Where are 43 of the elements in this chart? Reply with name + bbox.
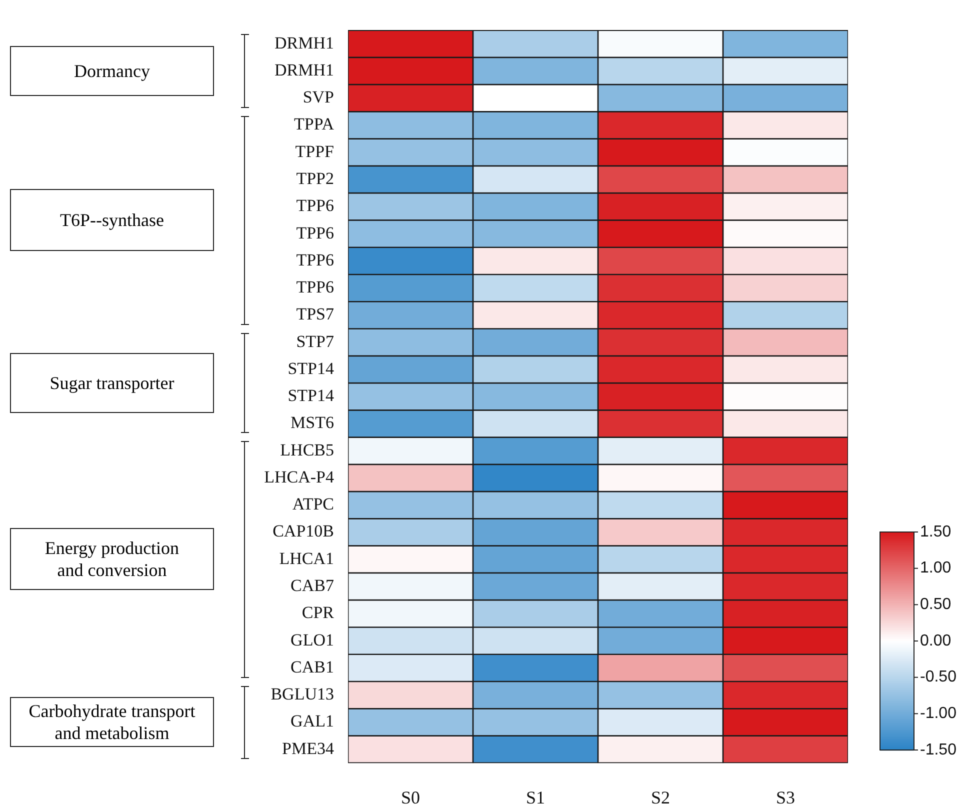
- x-tick-label: S0: [400, 788, 420, 808]
- y-tick-label: LHCB5: [280, 440, 334, 460]
- y-tick-label: CPR: [302, 603, 335, 622]
- y-tick-label: CAB1: [290, 657, 334, 676]
- color-bar-label: 1.00: [920, 560, 952, 577]
- y-tick-label: TPP6: [296, 196, 334, 216]
- y-tick-label: TPP6: [296, 223, 334, 242]
- color-bar-label: -1.00: [920, 705, 957, 722]
- y-tick-label: TPP6: [296, 278, 334, 297]
- y-tick-label: TPP2: [296, 168, 334, 188]
- y-tick-label: PME34: [282, 738, 334, 758]
- y-tick-label: ATPC: [292, 494, 334, 514]
- y-tick-label: BGLU13: [270, 684, 334, 704]
- x-tick-label: S2: [650, 788, 670, 808]
- y-tick-label: TPS7: [296, 304, 334, 324]
- color-bar-label: -1.50: [920, 741, 957, 758]
- y-tick-label: SVP: [302, 88, 334, 107]
- text: T6P--synthase: [10, 189, 214, 252]
- y-tick-label: TPP6: [296, 250, 334, 270]
- y-tick-label: TPPA: [294, 114, 335, 134]
- y-tick-label: STP7: [296, 332, 334, 351]
- color-bar-label: 1.50: [920, 523, 952, 540]
- color-bar-label: 0.50: [920, 596, 952, 614]
- text: Energy production and conversion: [10, 528, 214, 590]
- y-tick-label: CAP10B: [272, 522, 334, 541]
- text: Sugar transporter: [10, 353, 214, 413]
- color-bar-label: -0.50: [920, 668, 957, 686]
- y-tick-label: STP14: [288, 386, 334, 406]
- color-bar-label: 0.00: [920, 632, 952, 650]
- y-tick-label: DRMH1: [274, 33, 334, 52]
- y-tick-label: CAB7: [290, 576, 334, 596]
- y-tick-label: LHCA1: [279, 548, 334, 568]
- y-tick-label: GAL1: [290, 712, 334, 731]
- x-tick-label: S1: [526, 788, 546, 808]
- y-tick-label: GLO1: [290, 630, 334, 650]
- x-tick-label: S3: [776, 788, 796, 808]
- y-tick-label: LHCA-P4: [264, 467, 334, 486]
- y-tick-label: STP14: [288, 358, 334, 378]
- text: Carbohydrate transport and metabolism: [10, 697, 214, 748]
- y-tick-label: TPPF: [295, 142, 334, 161]
- y-tick-label: DRMH1: [274, 60, 334, 80]
- y-tick-label: MST6: [290, 413, 334, 432]
- text: Dormancy: [10, 46, 214, 96]
